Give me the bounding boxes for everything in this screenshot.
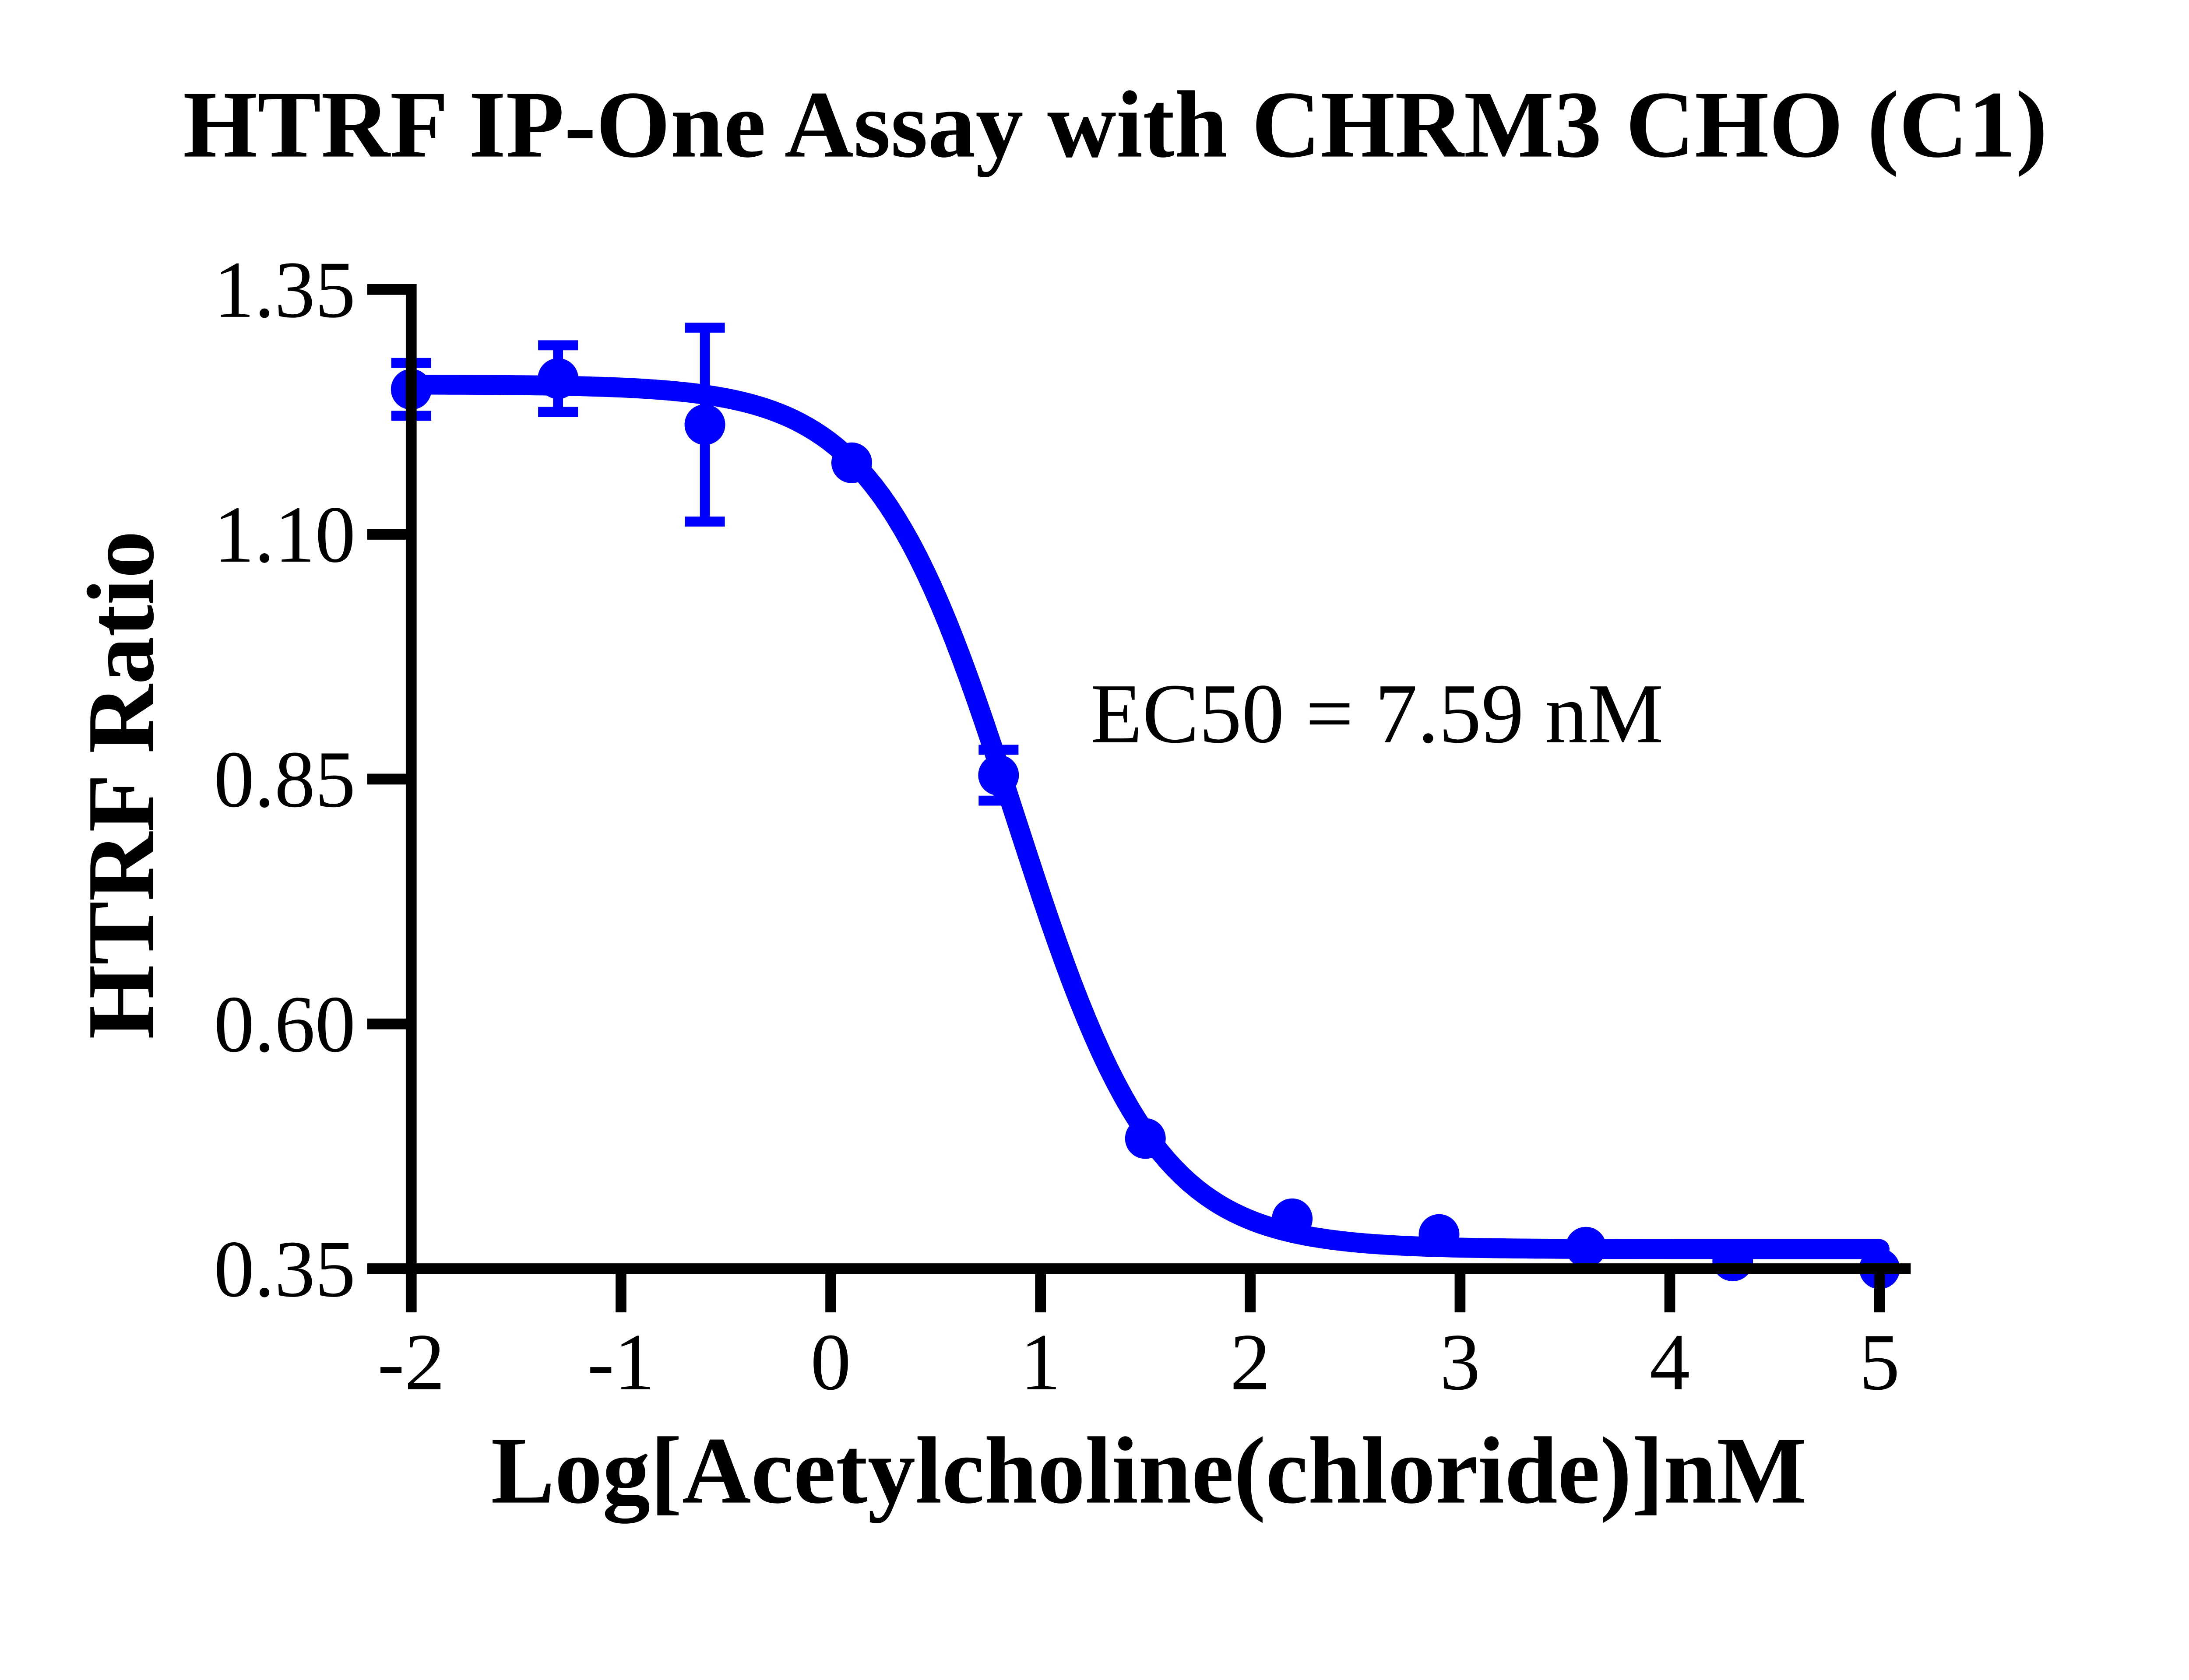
x-tick-label: 1 bbox=[1020, 1318, 1061, 1407]
y-tick-label: 0.60 bbox=[214, 980, 355, 1069]
x-tick-label: 4 bbox=[1650, 1318, 1690, 1407]
x-tick-label: 0 bbox=[810, 1318, 851, 1407]
axes bbox=[367, 284, 1911, 1313]
data-point bbox=[1565, 1227, 1606, 1268]
dose-response-chart: HTRF IP-One Assay with CHRM3 CHO (C1) HT… bbox=[68, 72, 2048, 1524]
chart-title: HTRF IP-One Assay with CHRM3 CHO (C1) bbox=[183, 72, 2048, 178]
data-point bbox=[538, 358, 579, 399]
y-axis-label: HTRF Ratio bbox=[68, 531, 174, 1039]
x-tick-labels: -2 -1 0 1 2 3 4 5 bbox=[377, 1318, 1900, 1407]
x-tick-label: 2 bbox=[1230, 1318, 1271, 1407]
figure: HTRF IP-One Assay with CHRM3 CHO (C1) HT… bbox=[68, 72, 2048, 1524]
x-tick-label: -1 bbox=[587, 1318, 655, 1407]
data-point bbox=[831, 442, 872, 483]
y-tick-label: 0.85 bbox=[214, 735, 355, 825]
data-point bbox=[1418, 1214, 1460, 1255]
data-point bbox=[1272, 1198, 1313, 1239]
x-axis-label: Log[Acetylcholine(chloride)]nM bbox=[491, 1418, 1807, 1524]
x-tick-label: 3 bbox=[1440, 1318, 1481, 1407]
data-point bbox=[1712, 1241, 1753, 1282]
data-point bbox=[1125, 1118, 1166, 1159]
x-tick-label: -2 bbox=[377, 1318, 445, 1407]
x-tick-label: 5 bbox=[1859, 1318, 1900, 1407]
y-tick-label: 0.35 bbox=[214, 1224, 355, 1314]
data-point bbox=[978, 755, 1019, 796]
y-tick-labels: 1.35 1.10 0.85 0.60 0.35 bbox=[214, 245, 355, 1314]
y-tick-label: 1.35 bbox=[214, 245, 355, 335]
data-points bbox=[391, 358, 1900, 1289]
ec50-annotation: EC50 = 7.59 nM bbox=[1091, 667, 1664, 761]
data-point bbox=[684, 404, 725, 445]
y-tick-label: 1.10 bbox=[214, 490, 355, 580]
